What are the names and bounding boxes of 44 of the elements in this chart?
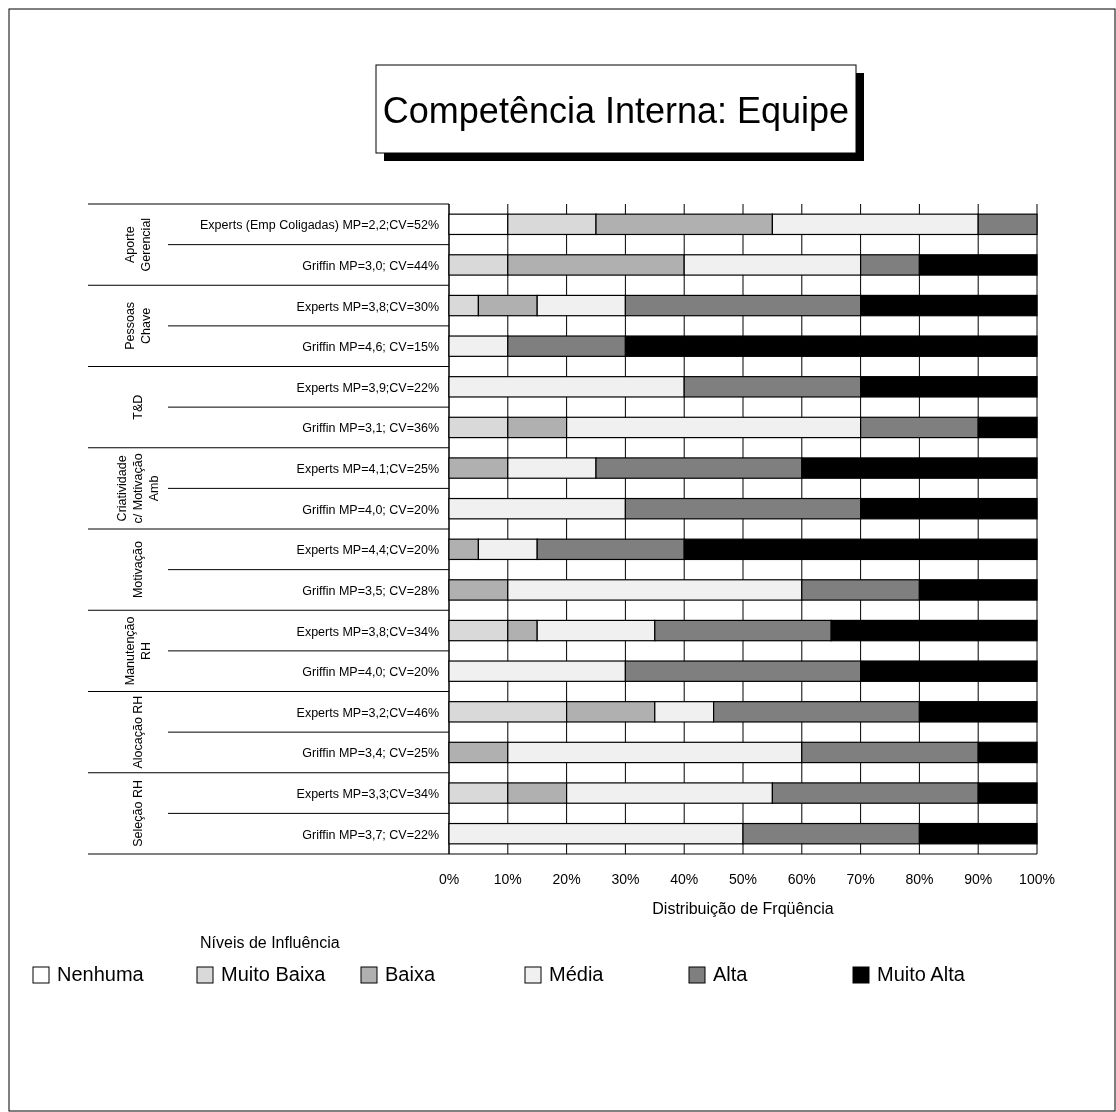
text: Motivação	[131, 541, 145, 599]
text: Criatividade c/ Motivação Amb	[115, 453, 161, 524]
y-tick-label: Experts (Emp Coligadas) MP=2,2;CV=52%	[200, 218, 439, 233]
y-tick-label: Experts MP=3,9;CV=22%	[296, 380, 439, 395]
legend-label: Média	[549, 963, 605, 985]
y-tick-label: Griffin MP=3,7; CV=22%	[302, 827, 439, 842]
y-tick-label: Experts MP=4,4;CV=20%	[296, 543, 439, 558]
y-tick-label: Experts MP=4,1;CV=25%	[296, 462, 439, 477]
y-tick-label: Experts MP=3,8;CV=30%	[296, 299, 439, 314]
x-tick-label: 10%	[493, 871, 522, 887]
text: Aporte Gerencial	[123, 217, 153, 272]
x-tick-label: 60%	[787, 871, 816, 887]
text: Seleção RH	[131, 780, 145, 847]
y-tick-label: Griffin MP=3,5; CV=28%	[302, 583, 439, 598]
legend-label: Muito Alta	[877, 963, 966, 985]
x-tick-label: 40%	[670, 871, 699, 887]
text: Pessoas Chave	[123, 301, 153, 350]
x-tick-label: 20%	[552, 871, 581, 887]
y-tick-label: Experts MP=3,8;CV=34%	[296, 624, 439, 639]
text: Manutenção RH	[123, 616, 153, 686]
y-tick-label: Griffin MP=3,1; CV=36%	[302, 421, 439, 436]
x-tick-label: 70%	[846, 871, 875, 887]
y-tick-label: Griffin MP=4,6; CV=15%	[302, 340, 439, 355]
y-tick-label: Griffin MP=4,0; CV=20%	[302, 665, 439, 680]
legend-title: Níveis de Influência	[200, 934, 340, 951]
x-tick-label: 100%	[1019, 871, 1055, 887]
y-tick-label: Experts MP=3,2;CV=46%	[296, 705, 439, 720]
text: T&D	[131, 394, 145, 420]
x-tick-label: 80%	[905, 871, 934, 887]
y-tick-label: Griffin MP=3,4; CV=25%	[302, 746, 439, 761]
y-tick-label: Griffin MP=4,0; CV=20%	[302, 502, 439, 517]
legend-label: Alta	[713, 963, 749, 985]
x-tick-label: 30%	[611, 871, 640, 887]
y-tick-label: Griffin MP=3,0; CV=44%	[302, 258, 439, 273]
x-tick-label: 90%	[964, 871, 993, 887]
legend-label: Nenhuma	[57, 963, 145, 985]
x-tick-label: 0%	[438, 871, 460, 887]
chart-title: Competência Interna: Equipe	[382, 90, 850, 131]
x-tick-label: 50%	[728, 871, 758, 887]
y-tick-label: Experts MP=3,3;CV=34%	[296, 787, 439, 802]
text: Alocação RH	[131, 695, 145, 769]
legend-label: Muito Baixa	[221, 963, 327, 985]
legend-label: Baixa	[385, 963, 436, 985]
x-axis-title: Distribuição de Frqüência	[652, 900, 834, 917]
